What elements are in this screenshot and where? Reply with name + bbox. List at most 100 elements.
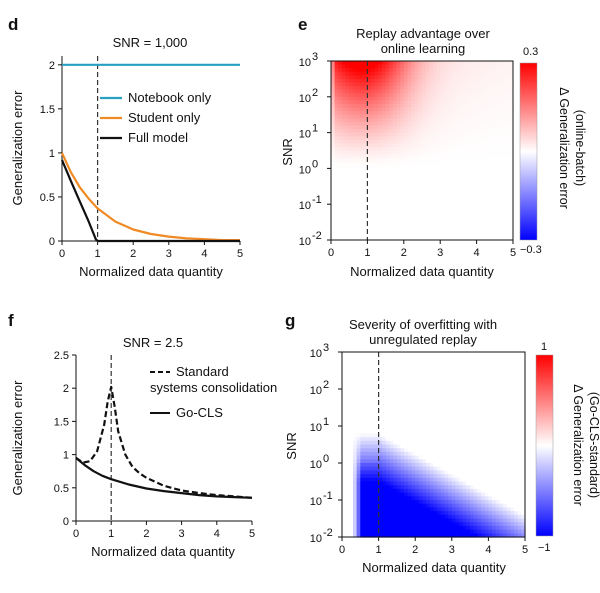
panel-e-heat-cell (487, 136, 492, 141)
panel-e-heat-cell (491, 121, 496, 127)
panel-g-heat-cell (462, 459, 468, 464)
panel-e-heat-cell (418, 182, 423, 187)
panel-e-heat-cell (396, 68, 401, 73)
panel-g-heat-cell (455, 481, 460, 486)
panel-e-heat-cell (469, 93, 474, 98)
panel-e-heat-cell (505, 111, 510, 116)
panel-e-heat-cell (392, 64, 398, 69)
panel-e-heat-cell (502, 232, 507, 238)
panel-g-heat-cell (429, 403, 435, 409)
panel-e-heat-cell (378, 204, 383, 209)
panel-e-heat-cell (363, 204, 368, 209)
panel-e-heat-cell (345, 164, 350, 169)
panel-g-heat-cell (462, 488, 468, 494)
panel-e-heat-cell (371, 71, 376, 76)
panel-e-heat-cell (381, 129, 387, 134)
panel-g-heat-cell (404, 377, 409, 383)
panel-g-heat-cell (378, 377, 383, 383)
panel-e-heat-cell (432, 179, 438, 184)
panel-e-heat-cell (451, 136, 456, 141)
panel-e-heat-cell (498, 93, 503, 98)
panel-g-heat-cell (455, 370, 460, 375)
panel-g-heat-cell (349, 488, 354, 494)
panel-g-heat-cell (444, 403, 449, 409)
panel-g-heat-cell (356, 529, 361, 534)
panel-e-heat-cell (454, 232, 459, 238)
panel-e-heat-cell (425, 154, 430, 159)
panel-e-heat-cell (451, 96, 456, 101)
panel-e-heat-cell (458, 86, 463, 91)
panel-e-heat-cell (392, 139, 398, 144)
panel-e-heat-cell (341, 89, 347, 94)
panel-g-heat-cell (455, 385, 460, 390)
panel-g-heat-cell (492, 433, 497, 438)
panel-e-heat-cell (374, 118, 379, 123)
panel-g-heat-cell (382, 403, 387, 409)
panel-g-heat-cell (477, 400, 482, 405)
panel-f-y-label: Generalization error (10, 380, 25, 496)
panel-g-heat-cell (360, 466, 365, 471)
panel-e-heat-cell (349, 75, 354, 80)
panel-g-heat-cell (349, 422, 354, 427)
panel-e-heat-cell (411, 64, 416, 69)
panel-g-heat-cell (418, 518, 424, 523)
panel-g-heat-cell (499, 514, 504, 520)
panel-g-heat-cell (440, 496, 446, 501)
panel-e-heat-cell (425, 171, 430, 177)
panel-g-heat-cell (407, 529, 413, 534)
panel-g-heat-cell (400, 522, 405, 527)
panel-g-heat-cell (484, 463, 489, 468)
panel-e-heat-cell (498, 207, 503, 212)
panel-e-heat-cell (338, 211, 343, 216)
panel-g-heat-cell (407, 381, 413, 386)
panel-e-heat-cell (505, 186, 510, 191)
panel-g-heat-cell (385, 500, 391, 505)
panel-g-heat-cell (415, 392, 420, 397)
panel-e-heat-cell (509, 175, 514, 180)
panel-g-heat-cell (451, 422, 457, 427)
panel-g-heat-cell (342, 411, 347, 416)
panel-g-heat-cell (411, 411, 416, 416)
panel-g-heat-cell (429, 433, 435, 438)
panel-g-heat-cell (378, 407, 383, 412)
panel-g-heat-cell (345, 385, 350, 390)
panel-e-heat-cell (502, 121, 507, 127)
panel-e-heat-cell (440, 171, 445, 177)
panel-g-heat-cell (363, 477, 369, 483)
panel-g-heat-cell (459, 503, 464, 508)
panel-g-heat-cell (371, 463, 376, 468)
panel-g-heat-cell (422, 392, 427, 397)
panel-g-heat-cell (459, 400, 464, 405)
panel-e-heat-cell (371, 129, 376, 134)
panel-g-title-line1: Severity of overfitting with (349, 317, 497, 332)
panel-e-heat-cell (429, 96, 434, 101)
panel-g-heat-cell (484, 426, 489, 431)
panel-g-heat-cell (492, 374, 497, 379)
panel-g-heat-cell (360, 481, 365, 486)
panel-g-heat-cell (440, 474, 446, 479)
panel-g-heat-cell (429, 466, 435, 471)
panel-e-heat-cell (367, 146, 372, 152)
panel-e-heat-cell (341, 114, 347, 119)
panel-g-heat-cell (503, 418, 508, 423)
panel-e-heat-cell (363, 200, 368, 205)
panel-g-heat-cell (352, 474, 358, 479)
panel-e-heat-cell (462, 225, 467, 230)
panel-g-heat-cell (407, 514, 413, 520)
panel-e-heat-cell (502, 129, 507, 134)
panel-e-heat-cell (403, 125, 409, 130)
panel-e-heat-cell (334, 236, 339, 241)
panel-g-heat-cell (437, 422, 442, 427)
panel-e-heat-cell (385, 86, 390, 91)
panel-g-heat-cell (506, 366, 511, 372)
panel-e-heat-cell (469, 121, 474, 127)
panel-g-heat-cell (462, 533, 468, 538)
panel-g-heat-cell (396, 485, 402, 490)
panel-g-heat-cell (356, 470, 361, 475)
panel-g-heat-cell (488, 377, 493, 383)
panel-e-heat-cell (331, 197, 336, 202)
panel-e-heat-cell (389, 179, 394, 184)
panel-e-heat-cell (451, 61, 456, 66)
panel-e-heat-cell (429, 111, 434, 116)
panel-e-heat-cell (505, 143, 510, 148)
